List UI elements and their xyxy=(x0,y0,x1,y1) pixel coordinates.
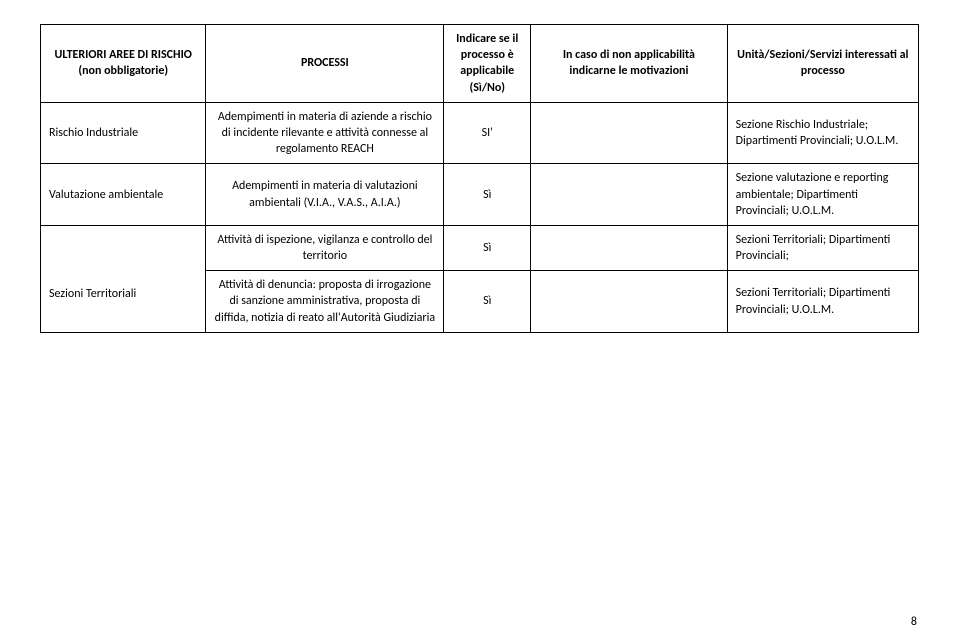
cell-processo: Attività di ispezione, vigilanza e contr… xyxy=(206,225,444,270)
header-processi: PROCESSI xyxy=(206,25,444,103)
table-row: Rischio Industriale Adempimenti in mater… xyxy=(41,102,919,164)
cell-applicabile: Sì xyxy=(444,271,531,333)
cell-unita: Sezione valutazione e reporting ambienta… xyxy=(727,164,918,226)
cell-area: Valutazione ambientale xyxy=(41,164,206,226)
cell-processo: Adempimenti in materia di valutazioni am… xyxy=(206,164,444,226)
cell-unita: Sezioni Territoriali; Dipartimenti Provi… xyxy=(727,271,918,333)
table-row: Valutazione ambientale Adempimenti in ma… xyxy=(41,164,919,226)
cell-motivazioni xyxy=(531,164,727,226)
cell-area: Rischio Industriale xyxy=(41,102,206,164)
cell-unita: Sezioni Territoriali; Dipartimenti Provi… xyxy=(727,225,918,270)
cell-processo: Adempimenti in materia di aziende a risc… xyxy=(206,102,444,164)
cell-unita: Sezione Rischio Industriale; Dipartiment… xyxy=(727,102,918,164)
table-row: Sezioni Territoriali Attività di ispezio… xyxy=(41,225,919,270)
cell-motivazioni xyxy=(531,102,727,164)
cell-processo: Attività di denuncia: proposta di irroga… xyxy=(206,271,444,333)
header-applicabile: Indicare se il processo è applicabile (S… xyxy=(444,25,531,103)
cell-area: Sezioni Territoriali xyxy=(41,225,206,332)
cell-motivazioni xyxy=(531,225,727,270)
risk-process-table: ULTERIORI AREE DI RISCHIO (non obbligato… xyxy=(40,24,919,333)
table-header-row: ULTERIORI AREE DI RISCHIO (non obbligato… xyxy=(41,25,919,103)
cell-applicabile: SI' xyxy=(444,102,531,164)
page-number: 8 xyxy=(911,615,917,629)
header-area: ULTERIORI AREE DI RISCHIO (non obbligato… xyxy=(41,25,206,103)
cell-motivazioni xyxy=(531,271,727,333)
cell-applicabile: Sì xyxy=(444,225,531,270)
cell-applicabile: Sì xyxy=(444,164,531,226)
header-motivazioni: In caso di non applicabilità indicarne l… xyxy=(531,25,727,103)
header-unita: Unità/Sezioni/Servizi interessati al pro… xyxy=(727,25,918,103)
